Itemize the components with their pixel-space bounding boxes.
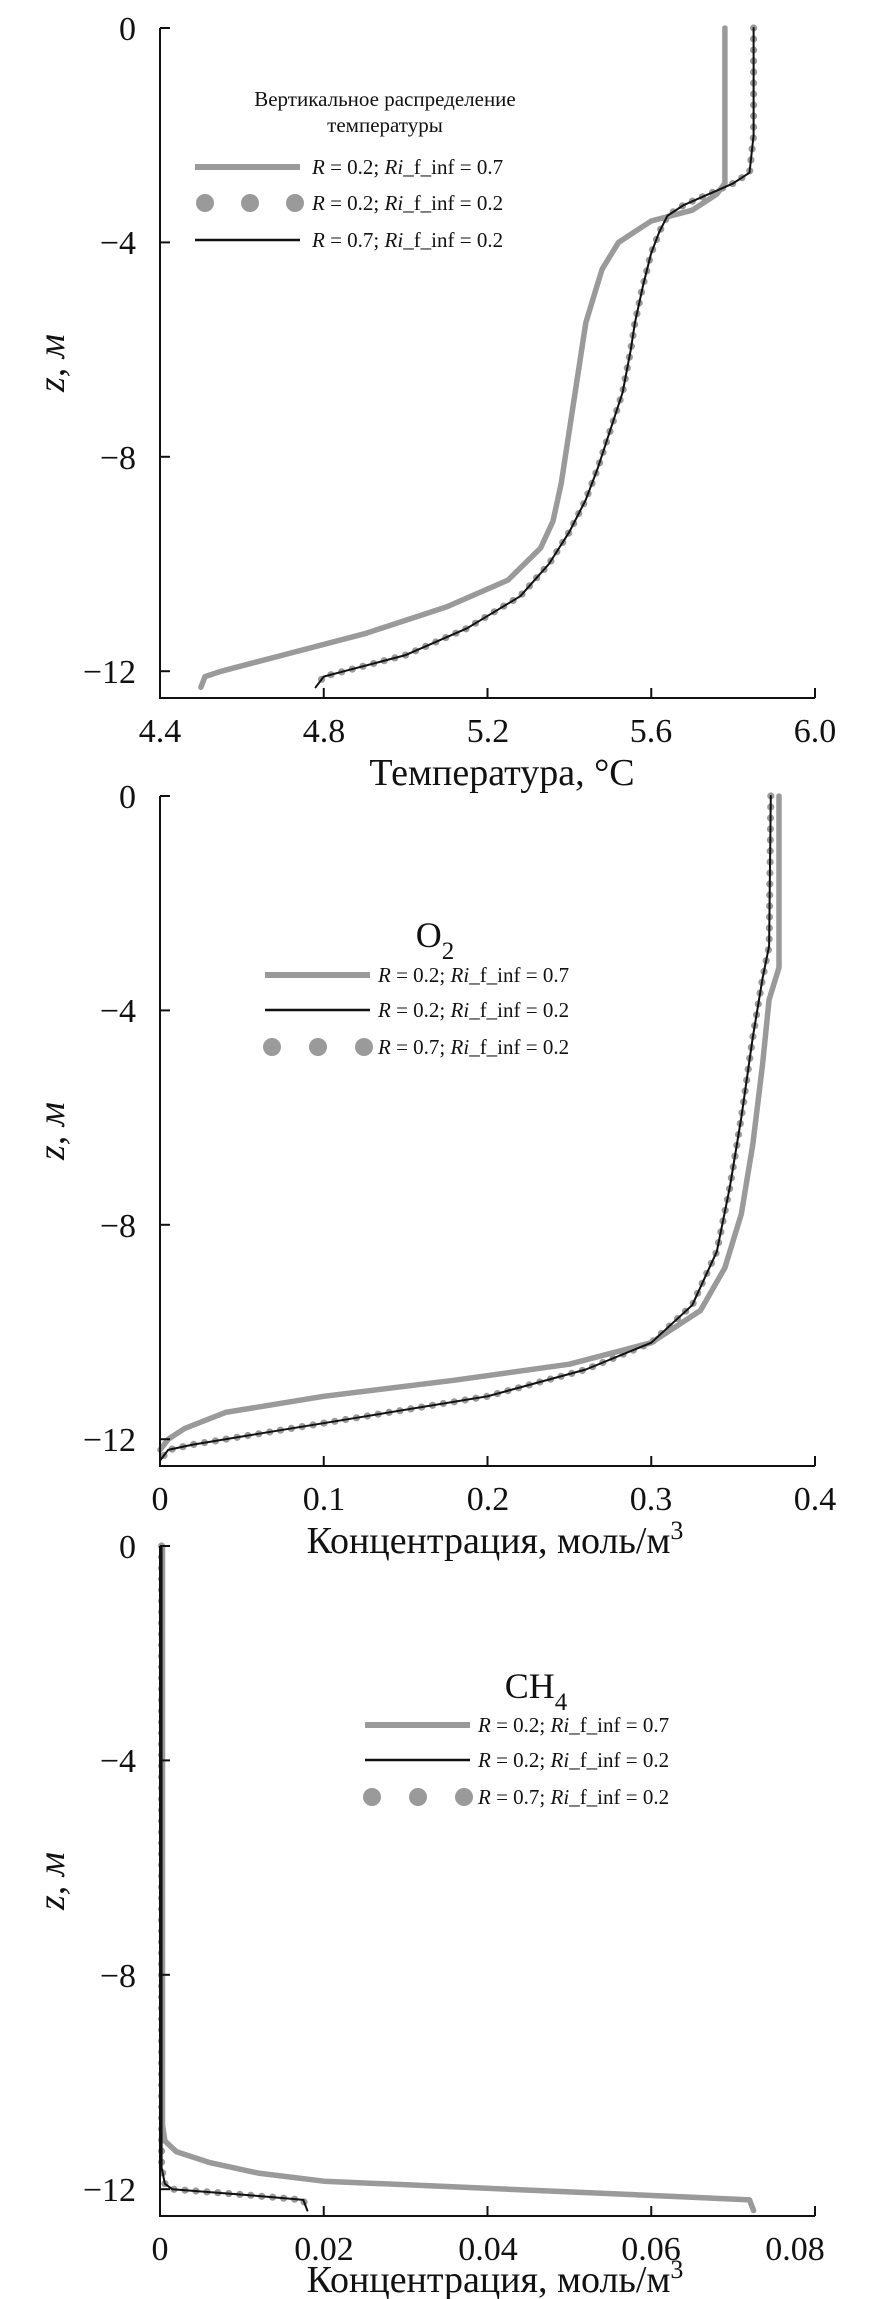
ytick-label: −12 <box>83 654 136 691</box>
legend-swatch-dot <box>263 1038 281 1056</box>
xtick-label: 0 <box>152 1481 169 1518</box>
series-2-line <box>159 795 772 1462</box>
x-axis-label: Концентрация, моль/м3 <box>307 1516 684 1562</box>
legend-label: R = 0.2; Ri_f_inf = 0.7 <box>377 963 569 987</box>
legend-label: R = 0.2; Ri_f_inf = 0.7 <box>311 155 503 179</box>
tick-marks-o2 <box>159 795 816 1466</box>
tick-marks-temperature <box>159 27 816 698</box>
y-axis-label: z, м <box>31 334 73 393</box>
legend-ch4: R = 0.2; Ri_f_inf = 0.7 R = 0.2; Ri_f_in… <box>363 1713 669 1809</box>
xtick-label: 5.2 <box>467 713 510 750</box>
xtick-label: 0.02 <box>294 2231 354 2268</box>
legend-label: R = 0.7; Ri_f_inf = 0.2 <box>477 1785 669 1809</box>
xtick-label: 5.6 <box>630 713 673 750</box>
series-3-line <box>314 27 755 689</box>
y-axis-label: z, м <box>31 1102 73 1161</box>
xtick-label: 0.04 <box>458 2231 518 2268</box>
legend-swatch-dot <box>455 1788 473 1806</box>
y-axis-label: z, м <box>31 1852 73 1911</box>
ytick-label: 0 <box>119 11 136 48</box>
xtick-label: 6.0 <box>794 713 837 750</box>
series-1-line <box>157 793 782 1453</box>
xtick-label: 0.08 <box>765 2231 825 2268</box>
ytick-label: −12 <box>83 2172 136 2209</box>
legend-swatch-dot <box>363 1788 381 1806</box>
ytick-label: −4 <box>100 1743 136 1780</box>
chart-title-o2: O2 <box>416 915 455 965</box>
legend-temperature: R = 0.2; Ri_f_inf = 0.7 R = 0.2; Ri_f_in… <box>195 155 503 252</box>
legend-label: R = 0.7; Ri_f_inf = 0.2 <box>311 228 503 252</box>
ytick-label: 0 <box>119 779 136 816</box>
ytick-label: −4 <box>100 993 136 1030</box>
xtick-label: 0 <box>152 2231 169 2268</box>
xtick-label: 0.06 <box>621 2231 681 2268</box>
axis-frame-ch4 <box>159 1546 815 2217</box>
legend-label: R = 0.2; Ri_f_inf = 0.2 <box>377 998 569 1022</box>
series-1-line <box>159 1543 757 2214</box>
x-axis-label: Концентрация, моль/м3 <box>307 2255 684 2299</box>
xtick-label: 0.1 <box>303 1481 346 1518</box>
legend-swatch-dot <box>309 1038 327 1056</box>
series-2-line <box>160 1545 309 2212</box>
legend-label: R = 0.2; Ri_f_inf = 0.7 <box>477 1713 669 1737</box>
plot-area-o2 <box>157 792 782 1462</box>
tick-marks-ch4 <box>159 1545 816 2216</box>
ytick-label: −8 <box>100 1208 136 1245</box>
legend-label: R = 0.7; Ri_f_inf = 0.2 <box>377 1035 569 1059</box>
legend-label: R = 0.2; Ri_f_inf = 0.2 <box>477 1748 669 1772</box>
legend-swatch-dot <box>409 1788 427 1806</box>
xtick-label: 0.3 <box>630 1481 673 1518</box>
axis-frame-temperature <box>159 28 815 699</box>
legend-o2: R = 0.2; Ri_f_inf = 0.7 R = 0.2; Ri_f_in… <box>263 963 569 1059</box>
legend-swatch-dot <box>196 194 214 212</box>
panel-ch4: 0 0.02 0.04 0.06 0.08 0 −4 −8 −12 Концен… <box>31 1529 825 2299</box>
x-axis-label: Температура, °C <box>369 752 634 794</box>
legend-swatch-dot <box>286 194 304 212</box>
xtick-label: 0.2 <box>467 1481 510 1518</box>
legend-title-line: температуры <box>327 113 443 137</box>
ytick-label: −8 <box>100 440 136 477</box>
ytick-label: −8 <box>100 1958 136 1995</box>
legend-title-line: Вертикальное распределение <box>254 87 516 111</box>
legend-label: R = 0.2; Ri_f_inf = 0.2 <box>311 191 503 215</box>
xtick-label: 4.4 <box>139 713 182 750</box>
plot-area-temperature <box>198 24 758 691</box>
legend-swatch-dot <box>241 194 259 212</box>
panel-temperature: 4.4 4.8 5.2 5.6 6.0 0 −4 −8 −12 Температ… <box>31 11 836 794</box>
chart-title-ch4: CH4 <box>505 1666 568 1716</box>
ytick-label: −4 <box>100 225 136 262</box>
ytick-label: −12 <box>83 1422 136 1459</box>
plot-area-ch4 <box>158 1542 757 2214</box>
panel-o2: 0 0.1 0.2 0.3 0.4 0 −4 −8 −12 Концентрац… <box>31 779 836 1562</box>
legend-swatch-dot <box>355 1038 373 1056</box>
ytick-label: 0 <box>119 1529 136 1566</box>
axis-frame-o2 <box>159 796 815 1467</box>
xtick-label: 4.8 <box>303 713 346 750</box>
xtick-label: 0.4 <box>794 1481 837 1518</box>
series-1-line <box>198 25 728 691</box>
